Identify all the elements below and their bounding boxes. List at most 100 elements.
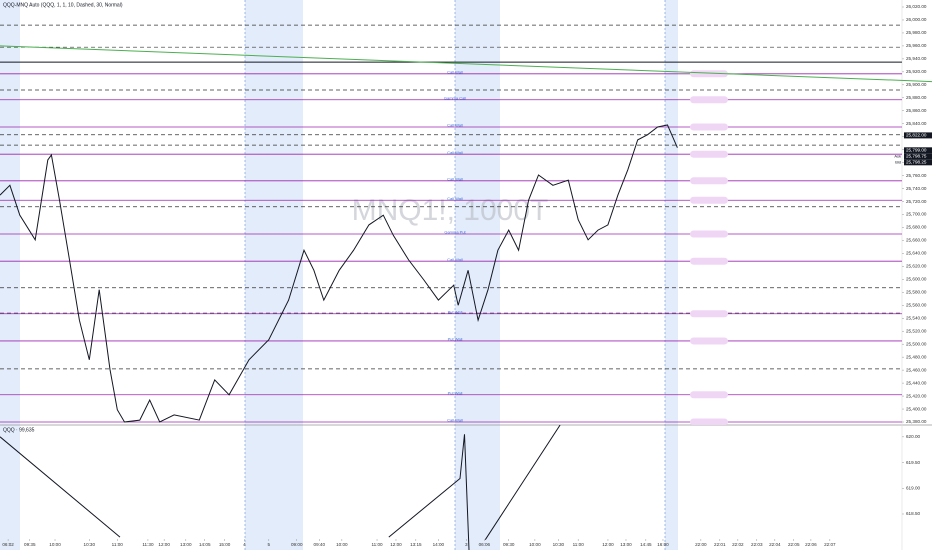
pane: Call Wall Gamma Call Call Wall Call Wall Cal…	[0, 24, 902, 425]
x-tick-label: 22:00	[695, 542, 707, 547]
level-label: Put Wall	[448, 309, 463, 314]
x-tick-label: 13:15	[410, 542, 422, 547]
x-tick-label: 22:06	[805, 542, 817, 547]
x-tick-label: 11:30	[142, 542, 154, 547]
price-tag	[904, 147, 932, 154]
x-tick-label: 16:00	[657, 542, 669, 547]
y-tick-label: 25,740.00	[906, 186, 927, 191]
price-tag-label: 25,798.25	[906, 160, 927, 165]
y-tick-label: 25,480.00	[906, 354, 927, 359]
y-tick-label: 620.00	[906, 434, 920, 439]
x-tick-label: 10:00	[336, 542, 348, 547]
level-label: Call Wall	[447, 69, 463, 74]
x-tick-label: 12:00	[602, 542, 614, 547]
x-tick-label: 22:07	[824, 542, 836, 547]
level-label: Put Wall	[448, 390, 463, 395]
y-tick-label: 25,600.00	[906, 277, 927, 282]
y-tick-label: 25,660.00	[906, 238, 927, 243]
level-pill	[690, 123, 728, 131]
y-tick-label: 25,680.00	[906, 225, 927, 230]
y-tick-label: 25,500.00	[906, 341, 927, 346]
x-tick-label: 5	[268, 542, 271, 547]
price-tag-name: Ask	[894, 153, 901, 158]
session-band	[0, 0, 20, 550]
y-tick-label: 25,940.00	[906, 56, 927, 61]
level-label: Call Wall	[447, 123, 463, 128]
x-tick-label: 15:00	[219, 542, 231, 547]
x-tick-label: 12:00	[390, 542, 402, 547]
y-tick-label: 25,640.00	[906, 251, 927, 256]
x-tick-label: 09:40	[314, 542, 326, 547]
x-tick-label: 22:03	[751, 542, 763, 547]
level-pill	[690, 418, 728, 425]
level-label: Call Wall	[447, 176, 463, 181]
y-tick-label: 25,880.00	[906, 95, 927, 100]
x-tick-label: 06:02	[2, 542, 14, 547]
y-tick-label: 25,580.00	[906, 290, 927, 295]
price-tag-label: 25,799.00	[906, 148, 927, 153]
y-tick-label: 25,840.00	[906, 121, 927, 126]
x-tick-label: 12:00	[158, 542, 170, 547]
level-label: Call Wall	[447, 196, 463, 201]
x-tick-label: 10:00	[529, 542, 541, 547]
x-tick-label: 13:00	[620, 542, 632, 547]
session-bands	[0, 0, 678, 550]
x-tick-label: 11:00	[371, 542, 383, 547]
x-tick-label: 22:04	[769, 542, 781, 547]
level-label: Call Wall	[447, 150, 463, 155]
x-tick-label: 4	[243, 542, 246, 547]
level-label: Call Wall	[447, 418, 463, 423]
y-tick-label: 25,960.00	[906, 43, 927, 48]
x-tick-label: 3	[465, 542, 468, 547]
pane-title: QQQ · 99,635	[3, 427, 35, 433]
y-tick-label: 26,020.00	[906, 4, 927, 9]
y-tick-label: 25,920.00	[906, 69, 927, 74]
level-pill	[690, 70, 728, 78]
x-tick-label: 22:05	[788, 542, 800, 547]
y-tick-label: 26,000.00	[906, 17, 927, 22]
y-tick-label: 25,860.00	[906, 108, 927, 113]
level-pill	[690, 196, 728, 204]
y-tick-label: 25,560.00	[906, 303, 927, 308]
session-band	[245, 0, 303, 550]
y-tick-label: 25,400.00	[906, 406, 927, 411]
y-tick-label: 25,520.00	[906, 328, 927, 333]
x-tick-label: 10:30	[553, 542, 565, 547]
y-tick-label: 25,460.00	[906, 367, 927, 372]
y-tick-label: 25,900.00	[906, 82, 927, 87]
price-tag-label: 25,822.00	[906, 133, 927, 138]
price-tag	[904, 159, 932, 166]
y-tick-label: 25,380.00	[906, 419, 927, 424]
y-tick-label: 25,440.00	[906, 380, 927, 385]
pane	[0, 425, 561, 550]
level-pill	[690, 337, 728, 345]
x-tick-label: 14:05	[199, 542, 211, 547]
level-pill	[690, 96, 728, 104]
x-tick-label: 14:45	[640, 542, 652, 547]
level-label: Call Wall	[447, 257, 463, 262]
session-band	[665, 0, 678, 550]
y-tick-label: 25,980.00	[906, 30, 927, 35]
session-band	[455, 0, 500, 550]
x-tick-label: 22:01	[714, 542, 726, 547]
x-tick-label: 11:00	[573, 542, 585, 547]
level-pill	[690, 150, 728, 158]
level-pill	[690, 230, 728, 238]
y-tick-label: 618.50	[906, 511, 920, 516]
x-tick-label: 11:00	[112, 542, 124, 547]
x-tick-label: 09:00	[291, 542, 303, 547]
x-tick-label: 09:35	[24, 542, 36, 547]
price-tag-name: Bid	[895, 159, 901, 164]
x-tick-label: 09:30	[503, 542, 515, 547]
watermark: MNQ1!, 1000T	[352, 194, 549, 227]
price-line	[0, 124, 678, 423]
x-tick-label: 10:00	[49, 542, 61, 547]
chart-title: QQQ-MNQ Auto (QQQ, 1, 1, 10, Dashed, 30,…	[3, 2, 123, 8]
x-tick-label: 22:02	[732, 542, 744, 547]
y-tick-label: 25,540.00	[906, 315, 927, 320]
level-pill	[690, 310, 728, 318]
trend-line	[0, 45, 932, 83]
y-tick-label: 25,620.00	[906, 264, 927, 269]
